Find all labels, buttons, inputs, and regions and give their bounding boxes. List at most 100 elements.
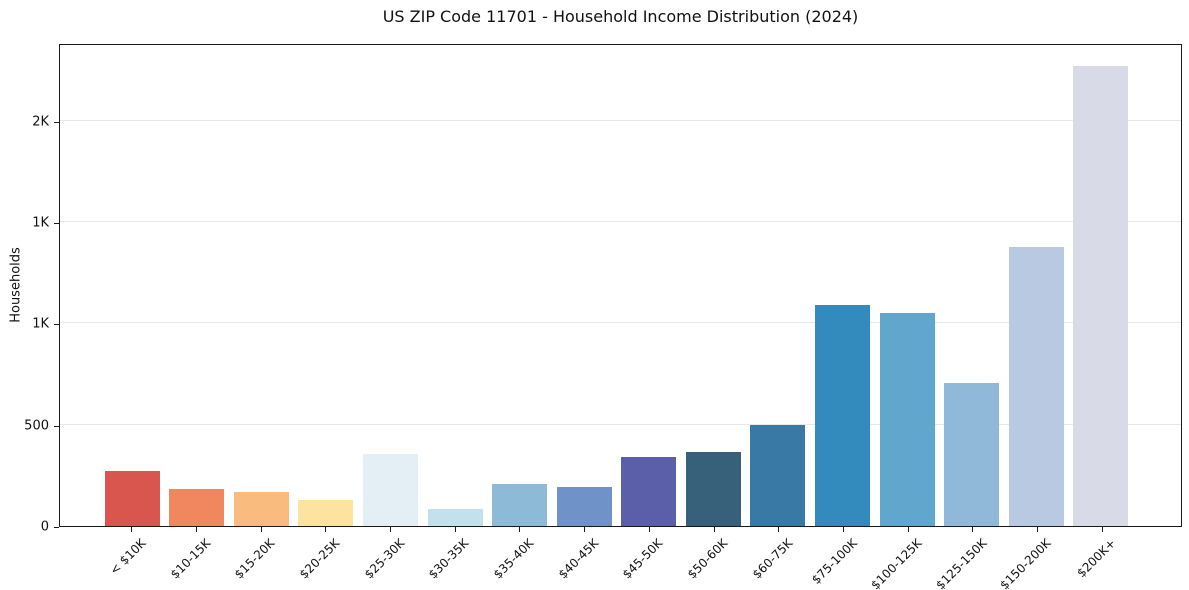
bars-layer	[60, 45, 1181, 526]
bar-slot	[552, 45, 617, 526]
bar-$25-30K	[363, 453, 419, 526]
x-slot: $125-150K	[933, 527, 1005, 590]
bar-slot	[810, 45, 875, 526]
y-tick-mark	[54, 324, 59, 326]
y-axis: 0 500 1K 1K 2K	[0, 44, 59, 535]
x-tick-label: $60-75K	[749, 536, 796, 582]
y-tick-label: 500	[24, 418, 49, 434]
bar-$50-60K	[685, 452, 741, 526]
x-tick-label: $125-150K	[932, 536, 990, 590]
y-tick-label: 1K	[32, 215, 49, 231]
gridline	[60, 220, 1181, 222]
x-slot: $150-200K	[998, 527, 1070, 590]
x-tick-mark	[1036, 527, 1038, 532]
x-tick-mark	[196, 527, 198, 532]
bar-$45-50K	[621, 457, 677, 526]
x-tick-mark	[713, 527, 715, 532]
x-tick-label: $50-60K	[684, 536, 731, 582]
x-tick-label: $10-15K	[167, 536, 213, 582]
x-tick-label: $25-30K	[361, 536, 407, 582]
bar-$60-75K	[750, 424, 806, 526]
x-tick-label: $20-25K	[296, 536, 343, 582]
x-slot: $200K+	[1069, 527, 1134, 589]
bar-$40-45K	[556, 487, 612, 526]
x-slot: $10-15K	[164, 527, 229, 589]
bar-$15-20K	[233, 491, 289, 526]
bar-slot	[165, 45, 230, 526]
y-tick-label: 0	[40, 519, 49, 535]
bar-slot	[1068, 45, 1133, 526]
x-tick-mark	[778, 527, 780, 532]
x-tick-label: $200K+	[1074, 536, 1119, 581]
x-tick-mark	[519, 527, 521, 532]
gridline	[60, 322, 1181, 324]
bar-slot	[746, 45, 811, 526]
bar-slot	[939, 45, 1004, 526]
bar-$125-150K	[944, 383, 1000, 526]
x-slot: $100-125K	[868, 527, 940, 590]
x-tick-mark	[325, 527, 327, 532]
x-tick-mark	[584, 527, 586, 532]
x-slot: $35-40K	[487, 527, 552, 589]
x-tick-label: $45-50K	[620, 536, 666, 582]
y-tick-label: 2K	[32, 114, 49, 130]
gridline	[60, 119, 1181, 121]
x-slot: $75-100K	[808, 527, 876, 589]
x-tick-mark	[972, 527, 974, 532]
bar-$150-200K	[1008, 247, 1064, 526]
bar-slot	[487, 45, 552, 526]
bar-slot	[423, 45, 488, 526]
bar-< $10K	[104, 470, 160, 526]
x-tick-mark	[454, 527, 456, 532]
x-tick-mark	[390, 527, 392, 532]
bar-$35-40K	[492, 484, 548, 526]
bar-slot	[100, 45, 165, 526]
bar-slot	[617, 45, 682, 526]
bar-slot	[294, 45, 359, 526]
bar-slot	[1004, 45, 1069, 526]
x-slot: $30-35K	[422, 527, 487, 589]
x-tick-label: $75-100K	[808, 536, 860, 587]
bar-$20-25K	[298, 499, 354, 526]
chart-title: US ZIP Code 11701 - Household Income Dis…	[382, 7, 859, 26]
x-slot: $50-60K	[681, 527, 746, 589]
bar-slot	[229, 45, 294, 526]
x-slot: $20-25K	[293, 527, 358, 589]
x-tick-mark	[907, 527, 909, 532]
y-tick-mark	[54, 121, 59, 123]
x-slot: $15-20K	[228, 527, 293, 589]
bar-slot	[358, 45, 423, 526]
y-tick-mark	[54, 222, 59, 224]
x-slot: $25-30K	[358, 527, 423, 589]
x-tick-label: $15-20K	[232, 536, 278, 582]
x-tick-mark	[260, 527, 262, 532]
y-tick-mark	[54, 425, 59, 427]
bar-$75-100K	[814, 305, 870, 526]
x-axis: < $10K $10-15K $15-20K $20-25K $25-30K $30-35…	[59, 527, 1182, 590]
x-tick-mark	[648, 527, 650, 532]
bar-$100-125K	[879, 313, 935, 526]
x-slot: $60-75K	[746, 527, 811, 589]
y-tick-label: 1K	[32, 316, 49, 332]
x-tick-mark	[131, 527, 133, 532]
y-tick-mark	[54, 527, 59, 528]
x-tick-label: $150-200K	[997, 536, 1054, 590]
gridline	[60, 423, 1181, 425]
x-tick-label: < $10K	[106, 536, 149, 578]
bar-slot	[681, 45, 746, 526]
bar-$10-15K	[169, 488, 225, 526]
plot-area	[59, 44, 1182, 527]
x-tick-label: $35-40K	[490, 536, 537, 582]
bar-$200K+	[1073, 65, 1129, 526]
bar-$30-35K	[427, 508, 483, 526]
x-tick-mark	[1101, 527, 1103, 532]
x-tick-label: $100-125K	[868, 536, 925, 590]
x-slot: < $10K	[99, 527, 164, 589]
x-slot: $45-50K	[617, 527, 682, 589]
x-slot: $40-45K	[552, 527, 617, 589]
x-tick-label: $40-45K	[555, 536, 602, 582]
x-tick-mark	[842, 527, 844, 532]
x-tick-label: $30-35K	[426, 536, 472, 582]
bar-slot	[875, 45, 940, 526]
